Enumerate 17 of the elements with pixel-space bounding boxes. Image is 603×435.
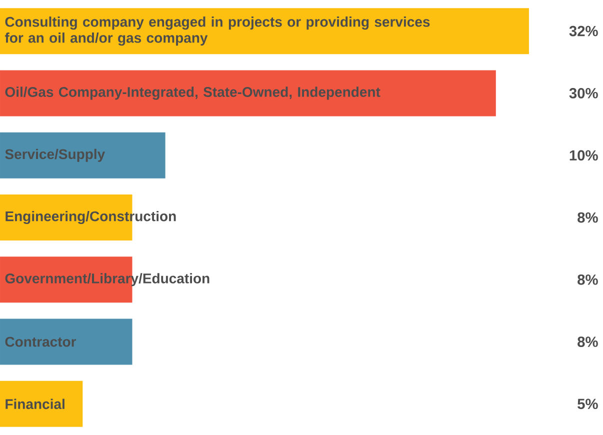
y-tick-label: Oil/Gas Company-Integrated, State-Owned, Independent bbox=[5, 86, 380, 100]
bar bbox=[0, 132, 166, 178]
data-label: 10% bbox=[570, 150, 598, 161]
y-tick-label: Service/Supply bbox=[5, 148, 106, 162]
bar bbox=[0, 380, 83, 427]
y-tick-label: Consulting company engaged in projects or providing services for an oil and/or gas company bbox=[4, 16, 430, 46]
data-label: 8% bbox=[578, 212, 598, 223]
y-tick-label: Contractor bbox=[5, 336, 76, 347]
data-label: 8% bbox=[578, 336, 598, 347]
data-label: 32% bbox=[569, 26, 598, 36]
data-label: 30% bbox=[569, 88, 598, 98]
data-label: 5% bbox=[578, 398, 598, 410]
bar bbox=[0, 70, 496, 116]
bar bbox=[0, 318, 132, 365]
bar bbox=[0, 8, 529, 54]
y-tick-label: Financial bbox=[6, 398, 64, 410]
data-label: 8% bbox=[578, 274, 598, 285]
